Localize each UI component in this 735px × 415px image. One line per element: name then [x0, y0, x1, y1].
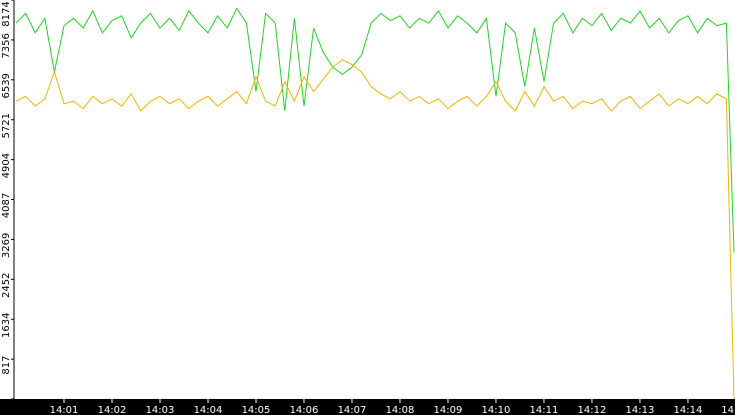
y-tick-label: 7356	[1, 33, 12, 58]
x-axis-bar	[0, 399, 735, 415]
x-tick-label: 14:12	[578, 405, 607, 415]
y-tick-label: 1634	[1, 313, 12, 338]
line-series	[15, 59, 735, 400]
x-tick-label: 14:10	[482, 405, 511, 415]
y-tick-label: 817	[1, 356, 12, 375]
x-tick-label: 14:08	[386, 405, 415, 415]
x-tick-label: 14:06	[290, 405, 319, 415]
y-tick-label: 8174	[1, 1, 12, 26]
y-tick-label: 2452	[1, 273, 12, 298]
x-tick-label: 14:01	[50, 405, 79, 415]
x-tick-label: 14:04	[194, 405, 223, 415]
y-tick-label: 4087	[1, 193, 12, 218]
y-tick-label: 5721	[1, 113, 12, 138]
line-series	[15, 7, 735, 253]
y-tick-label: 4904	[1, 153, 12, 178]
x-tick-label: 14:07	[338, 405, 367, 415]
y-tick-label: 3269	[1, 233, 12, 258]
x-tick-label: 14:13	[626, 405, 655, 415]
y-tick-label: 6539	[1, 73, 12, 98]
y-tick-label: 0	[1, 402, 12, 408]
x-tick-label: 14	[721, 405, 734, 415]
x-tick-label: 14:02	[98, 405, 127, 415]
x-tick-label: 14:03	[146, 405, 175, 415]
x-tick-label: 14:05	[242, 405, 271, 415]
x-tick-label: 14:14	[674, 405, 703, 415]
x-tick-label: 14:11	[530, 405, 559, 415]
x-tick-label: 14:09	[434, 405, 463, 415]
